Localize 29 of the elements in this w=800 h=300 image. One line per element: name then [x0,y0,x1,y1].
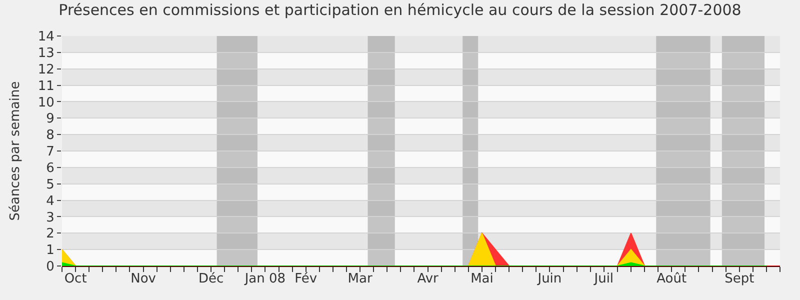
x-tick-label: Nov [130,272,156,287]
x-tick-label: Mar [348,272,373,287]
y-tick-label: 4 [46,194,54,209]
x-tick-label: Juil [593,272,614,287]
x-tick-label: Avr [417,272,440,287]
y-tick-label: 2 [46,226,54,242]
chart-title: Présences en commissions et participation en hémicycle au cours de la session 2007-2008 [58,1,742,19]
y-tick-label: 14 [38,30,54,45]
y-tick-label: 7 [46,144,54,160]
y-tick-label: 3 [46,210,54,226]
x-tick-label: Jan 08 [244,272,286,287]
y-tick-label: 0 [46,260,54,275]
y-axis-title: Séances par semaine [8,81,23,221]
y-tick-label: 10 [38,95,54,110]
x-tick-label: Août [656,272,687,287]
y-tick-label: 1 [46,243,54,258]
y-tick-label: 6 [46,160,54,176]
y-tick-label: 5 [46,177,54,192]
x-tick-label: Mai [470,272,494,287]
x-tick-label: Sept [724,272,754,287]
x-tick-label: Juin [536,272,562,287]
y-tick-label: 12 [38,62,54,78]
y-tick-label: 8 [46,128,54,144]
y-tick-label: 9 [46,112,54,127]
x-tick-label: Oct [64,272,87,287]
x-tick-label: Déc [198,272,224,287]
y-tick-label: 13 [38,46,54,61]
y-tick-label: 11 [38,78,54,94]
x-tick-label: Fév [294,272,318,287]
